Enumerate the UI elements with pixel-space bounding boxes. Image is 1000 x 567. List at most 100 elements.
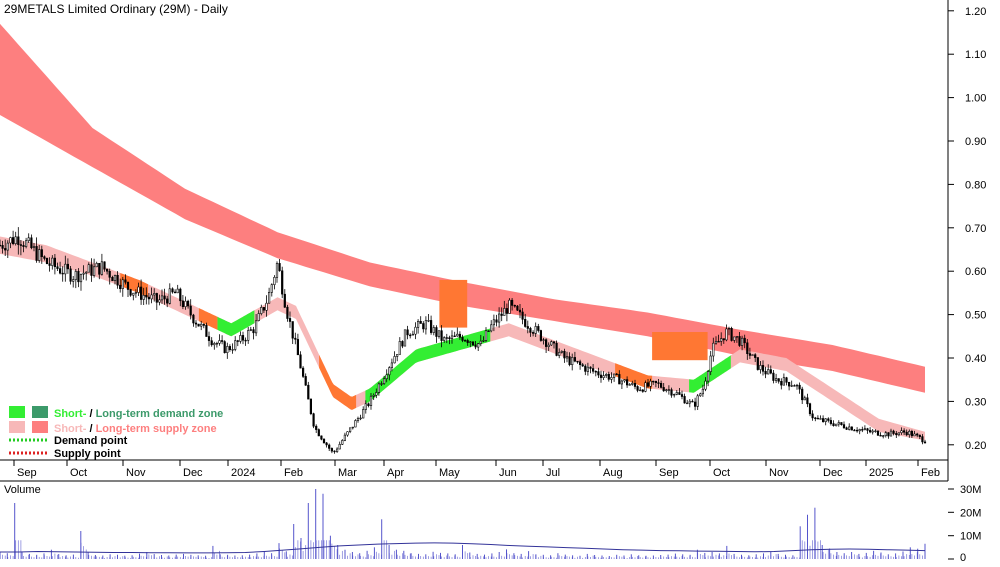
candle (77, 268, 80, 288)
candle (558, 348, 561, 359)
candle (503, 300, 506, 316)
candle (294, 332, 297, 345)
candle (683, 393, 686, 404)
candle (597, 367, 600, 378)
candle (367, 402, 370, 408)
candle (550, 340, 553, 346)
candle (759, 361, 762, 374)
candle (53, 254, 56, 275)
candle (205, 322, 208, 337)
candle (605, 372, 608, 378)
candle (526, 320, 529, 334)
candle (429, 315, 433, 335)
candle (0, 239, 2, 247)
candle (746, 339, 749, 360)
volume-tick-label: 30M (960, 484, 981, 496)
candle (539, 329, 542, 342)
candle (432, 325, 435, 336)
candle (93, 258, 96, 278)
candle (586, 362, 589, 376)
volume-title: Volume (4, 484, 41, 496)
candle (278, 259, 281, 272)
candle (725, 324, 728, 342)
candle (882, 435, 885, 439)
candle (659, 380, 663, 389)
candle (552, 341, 556, 349)
candle (443, 336, 446, 343)
candle (686, 399, 689, 405)
candle (761, 360, 765, 376)
candle (623, 379, 626, 383)
candle (286, 304, 289, 322)
time-tick-label: Jul (546, 467, 560, 479)
candle (210, 337, 213, 347)
candle (824, 418, 827, 426)
legend-demand-short: Short- (54, 408, 87, 420)
candle (673, 393, 676, 398)
candle (158, 294, 161, 306)
candle (699, 392, 702, 397)
candle (740, 335, 744, 351)
candle (346, 431, 349, 437)
candle (529, 326, 532, 337)
candle (889, 428, 893, 437)
candle (500, 307, 503, 322)
price-tick-label: 0.20 (965, 440, 986, 452)
candle (330, 447, 334, 454)
candle (884, 431, 887, 438)
candle (816, 415, 819, 420)
price-tick-label: 1.10 (965, 49, 986, 61)
short-term-demand-zone-2 (365, 328, 491, 404)
candle (380, 381, 383, 386)
candle (508, 298, 511, 314)
candle (437, 330, 441, 339)
candle (9, 236, 12, 249)
candle (90, 258, 93, 282)
candle (607, 371, 610, 382)
candle (876, 430, 880, 436)
candle (72, 276, 75, 288)
price-tick-label: 0.30 (965, 396, 986, 408)
candle (487, 330, 490, 332)
time-tick-label: May (439, 467, 460, 479)
price-panel: 1.20 1.10 1.00 0.90 0.80 0.70 0.60 0.50 0.40 0.30… (0, 0, 986, 481)
candle (348, 427, 352, 434)
candle (631, 380, 634, 386)
candle (440, 325, 443, 348)
candle (675, 390, 678, 396)
active-short-zone-4 (615, 363, 653, 389)
candle (252, 326, 255, 340)
candle (678, 388, 681, 395)
candle (424, 316, 428, 335)
candle (887, 432, 890, 439)
candle (868, 427, 872, 434)
candle (505, 303, 509, 322)
candle (620, 379, 623, 389)
time-tick-label: Nov (126, 467, 146, 479)
volume-tick-label: 10M (960, 531, 981, 543)
candle (435, 325, 438, 343)
candle (359, 414, 362, 421)
candle (798, 382, 801, 394)
candle (150, 287, 153, 304)
candle (510, 298, 514, 311)
time-tick-label: Nov (769, 467, 789, 479)
candle (469, 341, 472, 348)
candle (563, 348, 566, 363)
candle (270, 283, 273, 297)
candle (100, 253, 103, 276)
candle (691, 399, 694, 403)
candle (910, 429, 913, 438)
candle (320, 435, 323, 441)
candle (333, 450, 336, 454)
candle (835, 423, 838, 427)
candle (479, 334, 482, 347)
candle (853, 429, 856, 432)
candle (163, 288, 166, 305)
volume-tick-label: 0 (960, 552, 966, 562)
candle (273, 275, 276, 290)
price-tick-label: 0.40 (965, 353, 986, 365)
short-term-demand-zone-3 (689, 355, 731, 393)
time-tick-label: Apr (387, 467, 404, 479)
candle (312, 412, 315, 429)
